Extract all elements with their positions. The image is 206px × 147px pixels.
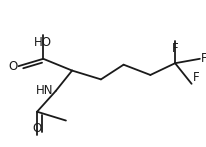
Text: F: F bbox=[193, 71, 199, 84]
Text: F: F bbox=[201, 52, 206, 65]
Text: O: O bbox=[33, 122, 42, 135]
Text: O: O bbox=[8, 60, 18, 73]
Text: HN: HN bbox=[36, 84, 54, 97]
Text: F: F bbox=[172, 42, 178, 55]
Text: HO: HO bbox=[34, 36, 52, 49]
